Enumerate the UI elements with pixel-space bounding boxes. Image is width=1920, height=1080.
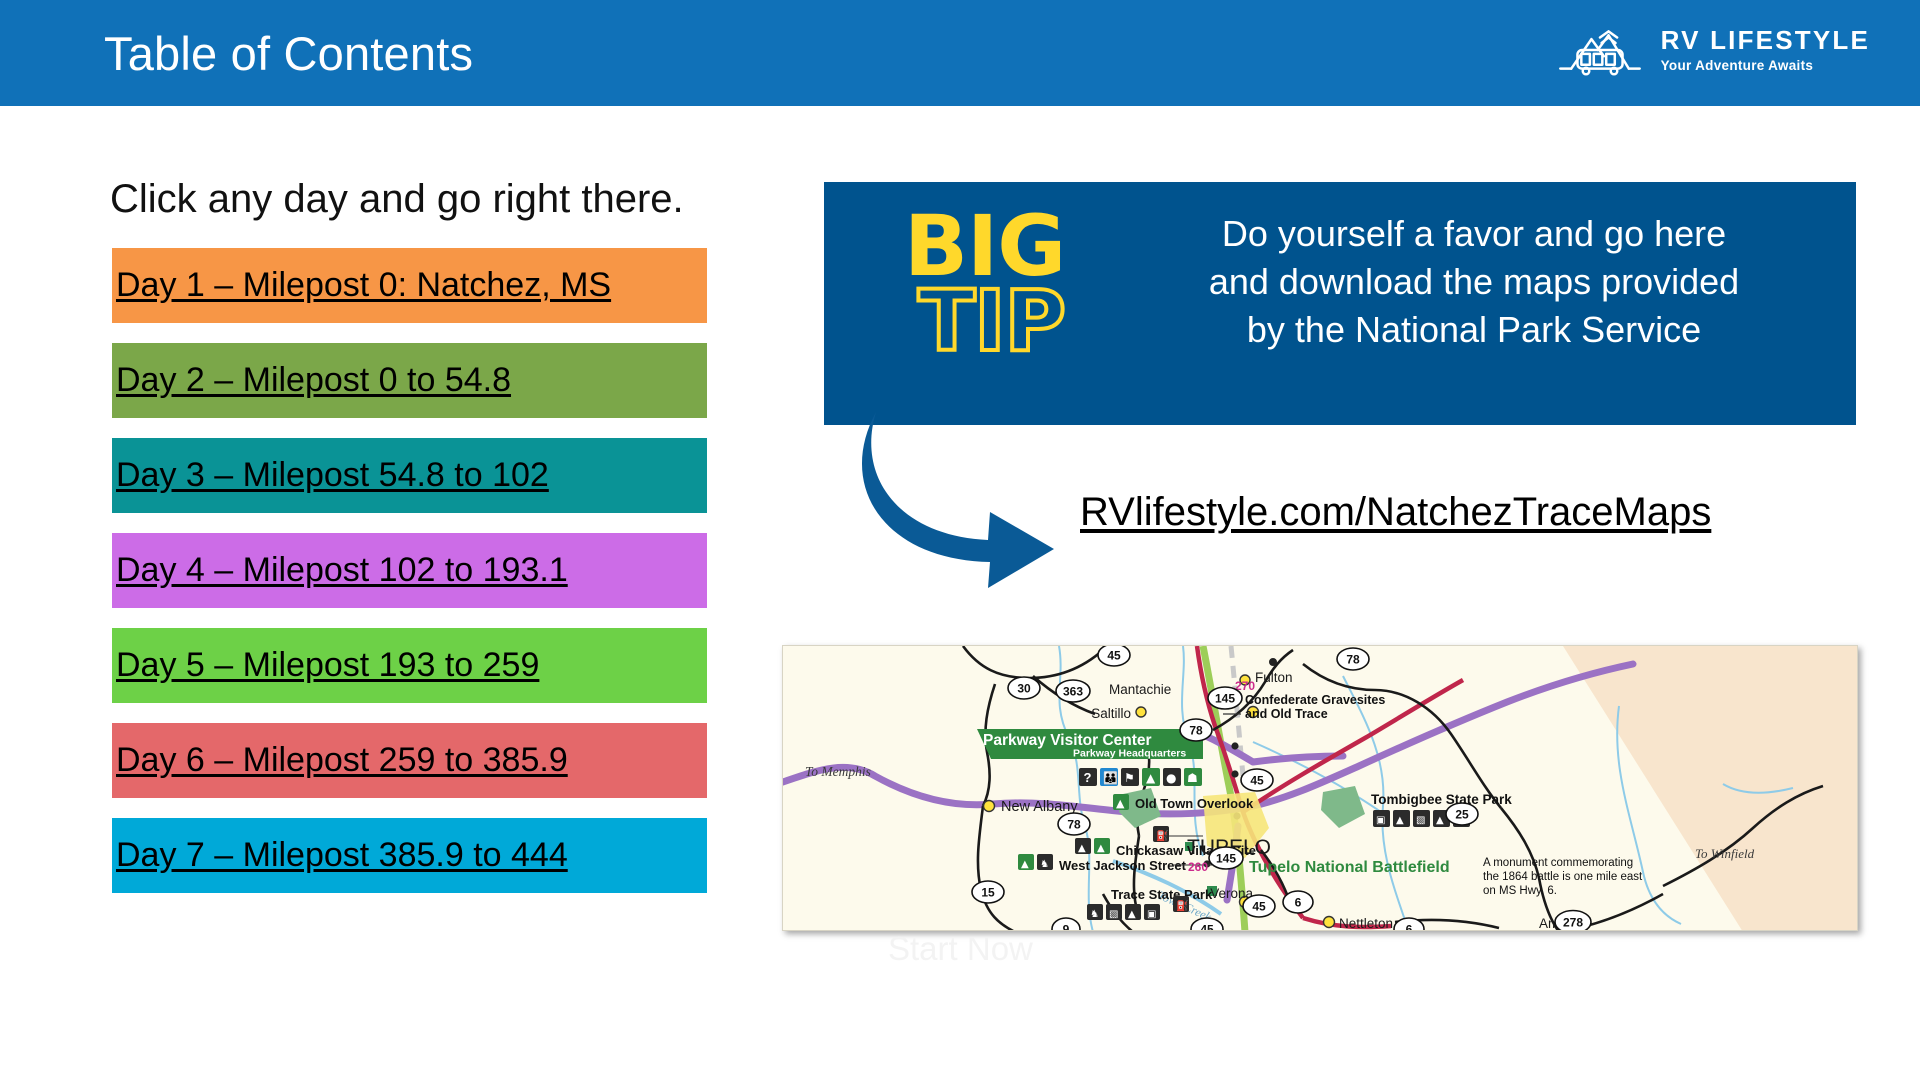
svg-text:45: 45: [1250, 774, 1264, 788]
svg-text:6: 6: [1295, 896, 1302, 910]
tip-line-3: by the National Park Service: [1246, 309, 1702, 351]
map-graphic: Town Creek: [783, 646, 1857, 932]
svg-text:Confederate Gravesites: Confederate Gravesites: [1245, 693, 1385, 707]
day-link-2[interactable]: Day 2 – Milepost 0 to 54.8: [112, 343, 707, 418]
svg-text:▲: ▲: [1128, 909, 1136, 920]
svg-text:Nettleton: Nettleton: [1339, 916, 1393, 931]
svg-text:Old Town Overlook: Old Town Overlook: [1135, 796, 1254, 811]
instruction-text: Click any day and go right there.: [110, 177, 684, 221]
svg-text:Verona: Verona: [1210, 886, 1253, 901]
svg-text:260: 260: [1188, 860, 1208, 874]
day-links-list: Day 1 – Milepost 0: Natchez, MS Day 2 – M…: [112, 248, 707, 913]
svg-text:278: 278: [1563, 916, 1583, 930]
tip-line-1: Do yourself a favor and go here: [1221, 213, 1727, 254]
svg-text:▲: ▲: [1396, 815, 1404, 826]
day-link-label: Day 3 – Milepost 54.8 to 102: [116, 456, 549, 494]
svg-text:on MS Hwy. 6.: on MS Hwy. 6.: [1483, 885, 1557, 897]
svg-text:♞: ♞: [1040, 859, 1049, 870]
day-link-1[interactable]: Day 1 – Milepost 0: Natchez, MS: [112, 248, 707, 323]
svg-text:15: 15: [981, 886, 995, 900]
svg-text:♞: ♞: [1090, 909, 1099, 920]
svg-text:A monument commemorating: A monument commemorating: [1483, 857, 1633, 869]
svg-text:145: 145: [1216, 852, 1236, 866]
svg-text:▲: ▲: [1078, 843, 1086, 854]
big-tip-wordmark: BIG TIP: [904, 197, 1124, 371]
page-title: Table of Contents: [104, 27, 474, 80]
parkway-visitor-center-sign: Parkway Visitor Center Parkway Headquart…: [977, 729, 1203, 760]
svg-text:Fulton: Fulton: [1255, 670, 1293, 685]
svg-text:45: 45: [1252, 900, 1266, 914]
svg-text:New Albany: New Albany: [1001, 799, 1078, 815]
day-link-3[interactable]: Day 3 – Milepost 54.8 to 102: [112, 438, 707, 513]
svg-text:6: 6: [1406, 923, 1413, 932]
slide-header: Table of Contents: [0, 0, 1920, 106]
svg-text:▲: ▲: [1097, 843, 1105, 854]
svg-text:78: 78: [1189, 724, 1203, 738]
svg-text:▧: ▧: [1109, 909, 1118, 920]
svg-text:▲: ▲: [1436, 815, 1444, 826]
natchez-trace-maps-link[interactable]: RVlifestyle.com/NatchezTraceMaps: [1080, 490, 1712, 534]
svg-text:▲: ▲: [1146, 771, 1156, 785]
svg-text:To Winfield: To Winfield: [1695, 846, 1755, 861]
svg-text:●: ●: [1166, 771, 1176, 785]
svg-text:⛽: ⛽: [1156, 829, 1168, 842]
svg-text:West Jackson Street: West Jackson Street: [1059, 858, 1187, 873]
svg-text:78: 78: [1067, 818, 1081, 832]
svg-text:▧: ▧: [1416, 815, 1425, 826]
start-now-text: Start Now: [888, 930, 1033, 967]
day-link-label: Day 4 – Milepost 102 to 193.1: [116, 551, 568, 589]
curved-arrow-icon: [840, 412, 1130, 592]
day-link-label: Day 6 – Milepost 259 to 385.9: [116, 741, 568, 779]
day-link-6[interactable]: Day 6 – Milepost 259 to 385.9: [112, 723, 707, 798]
svg-text:Saltillo: Saltillo: [1091, 706, 1131, 721]
day-link-4[interactable]: Day 4 – Milepost 102 to 193.1: [112, 533, 707, 608]
brand-tagline: Your Adventure Awaits: [1660, 58, 1814, 74]
tip-word: TIP: [916, 272, 1068, 371]
svg-text:45: 45: [1200, 923, 1214, 932]
brand-logo: RV LIFESTYLE Your Adventure Awaits: [1557, 22, 1870, 78]
day-link-label: Day 7 – Milepost 385.9 to 444: [116, 836, 568, 874]
big-tip-message: Do yourself a favor and go here and down…: [1124, 210, 1824, 355]
svg-text:To Memphis: To Memphis: [805, 764, 871, 779]
brand-name: RV LIFESTYLE: [1660, 25, 1870, 56]
svg-text:Tombigbee State Park: Tombigbee State Park: [1371, 792, 1512, 807]
svg-text:270: 270: [1235, 679, 1255, 693]
svg-text:and Old Trace: and Old Trace: [1245, 707, 1328, 721]
svg-text:▲: ▲: [1116, 797, 1125, 810]
rv-mountains-icon: [1557, 22, 1643, 78]
svg-text:☗: ☗: [1187, 771, 1198, 785]
svg-text:Parkway Headquarters: Parkway Headquarters: [1073, 748, 1186, 760]
natchez-trace-map-image[interactable]: Town Creek: [782, 645, 1858, 931]
day-link-7[interactable]: Day 7 – Milepost 385.9 to 444: [112, 818, 707, 893]
day-link-5[interactable]: Day 5 – Milepost 193 to 259: [112, 628, 707, 703]
svg-text:Mantachie: Mantachie: [1109, 682, 1171, 697]
svg-text:9: 9: [1063, 923, 1070, 932]
svg-text:▣: ▣: [1376, 815, 1385, 826]
svg-text:30: 30: [1017, 682, 1031, 696]
day-link-label: Day 2 – Milepost 0 to 54.8: [116, 361, 512, 399]
svg-text:Parkway Visitor Center: Parkway Visitor Center: [983, 732, 1152, 749]
svg-text:363: 363: [1063, 685, 1083, 699]
svg-text:the 1864 battle is one mile ea: the 1864 battle is one mile east: [1483, 871, 1643, 883]
svg-text:▲: ▲: [1021, 859, 1029, 870]
svg-text:25: 25: [1455, 808, 1469, 822]
big-tip-banner: BIG TIP Do yourself a favor and go here …: [824, 182, 1856, 425]
day-link-label: Day 1 – Milepost 0: Natchez, MS: [116, 266, 612, 304]
svg-text:👪: 👪: [1103, 771, 1118, 785]
svg-text:78: 78: [1346, 653, 1360, 667]
svg-text:⚑: ⚑: [1124, 771, 1135, 785]
big-word: BIG: [904, 197, 1066, 295]
svg-text:⛽: ⛽: [1176, 899, 1188, 912]
svg-text:▣: ▣: [1147, 909, 1156, 920]
tip-line-2: and download the maps provided: [1208, 261, 1740, 303]
svg-text:Tupelo National Battlefield: Tupelo National Battlefield: [1249, 859, 1450, 876]
svg-text:45: 45: [1107, 649, 1121, 663]
day-link-label: Day 5 – Milepost 193 to 259: [116, 646, 540, 684]
svg-text:145: 145: [1215, 692, 1235, 706]
svg-text:?: ?: [1084, 770, 1092, 785]
svg-text:Trace State Park: Trace State Park: [1111, 887, 1213, 902]
